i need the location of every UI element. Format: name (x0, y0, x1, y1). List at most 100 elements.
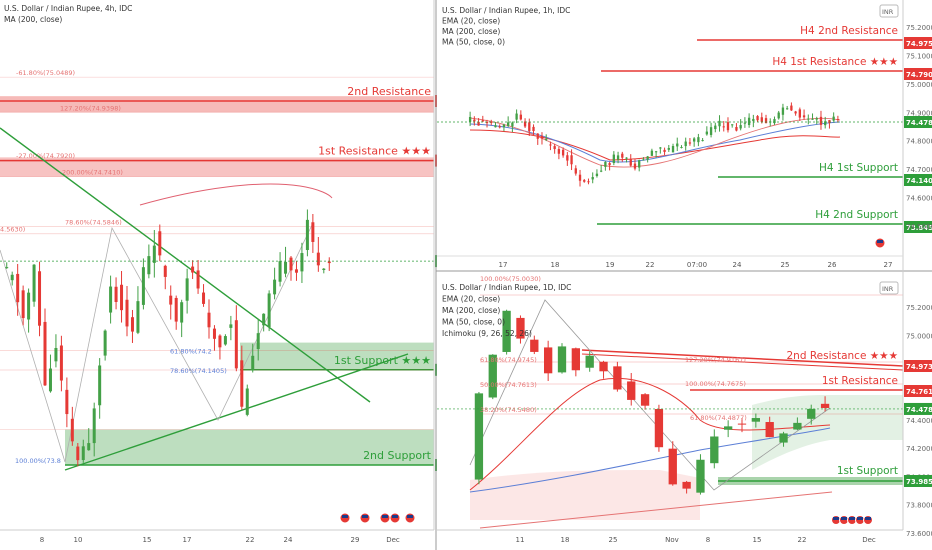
candle-body (327, 261, 331, 264)
candle-body (76, 446, 80, 461)
currency-badge (879, 4, 899, 18)
candle-body (751, 418, 760, 422)
candle-body (38, 271, 42, 326)
candle-body (794, 111, 797, 114)
candle-body (70, 418, 74, 442)
candle-body (646, 156, 649, 160)
candle-body (566, 155, 569, 161)
candle-body (87, 443, 91, 451)
candle-body (747, 117, 751, 126)
level-label: 1st Support (837, 465, 898, 477)
price-tick-label: 75.1000 (906, 52, 932, 60)
fib-label: 127.20%(74.9398) (60, 104, 121, 112)
level-value-badge-text: 74.7617 (906, 388, 932, 396)
candle-body (726, 122, 730, 131)
time-tick-label: Dec (386, 536, 400, 544)
panel-4h: U.S. Dollar / Indian Rupee, 4h, IDC MA (2… (0, 0, 469, 544)
candle-body (229, 324, 233, 328)
indicator-label: EMA (20, close) (442, 295, 500, 304)
candle-body (710, 436, 719, 464)
level-label: 2nd Resistance ★★★ (787, 350, 899, 362)
indicator-label: MA (200, close) (442, 306, 500, 315)
time-tick-label: Dec (862, 536, 876, 544)
indicator-label: Ichimoku (9, 26, 52, 26) (442, 329, 532, 338)
candle-body (202, 292, 206, 304)
candle-body (571, 348, 580, 371)
fib-label: 61.80%(74.4877) (690, 414, 747, 422)
candle-body (790, 105, 793, 111)
candle-body (490, 121, 493, 123)
candle-body (289, 257, 293, 271)
candle-body (10, 274, 14, 281)
candle-body (43, 321, 47, 386)
candle-body (212, 328, 216, 339)
candle-body (16, 273, 20, 303)
candle-body (756, 116, 759, 121)
panel-1h: U.S. Dollar / Indian Rupee, 1h, IDC EMA (… (437, 0, 932, 270)
fib-label: 78.60%(74.1405) (170, 367, 227, 375)
candle-body (506, 122, 510, 127)
time-tick-label: 29 (351, 536, 360, 544)
time-tick-label: 18 (561, 536, 570, 544)
candle-body (322, 268, 326, 270)
price-tick-label: 74.4000 (906, 417, 932, 425)
candle-body (591, 177, 594, 180)
candle-body (557, 346, 567, 373)
candle-body (488, 354, 497, 398)
candle-body (832, 116, 835, 121)
candle-body (207, 312, 211, 328)
panel-dividers (435, 0, 932, 550)
fib-label: 78.60%(74.5846) (65, 219, 122, 227)
candle-body (141, 267, 145, 305)
candle-body (781, 107, 785, 115)
level-label: 1st Resistance ★★★ (318, 145, 431, 158)
us-flag-event-icon (407, 515, 413, 518)
candle-body (836, 119, 840, 121)
candle-body (743, 122, 747, 124)
candle-body (659, 147, 662, 149)
candle-body (267, 293, 271, 328)
resistance-zone-2 (0, 96, 434, 113)
resistance-zone-1 (0, 157, 434, 177)
current-price-badge (904, 116, 932, 128)
currency-badge-text: INR (882, 285, 894, 293)
candle-body (724, 426, 733, 430)
candle-body (824, 121, 827, 126)
currency-badge-text: INR (882, 8, 894, 16)
ma50-line (469, 427, 831, 493)
us-flag-event-icon (841, 517, 847, 520)
candle-body (680, 147, 683, 149)
candle-body (697, 137, 700, 143)
candle-body (737, 423, 747, 425)
panel-title: U.S. Dollar / Indian Rupee, 1D, IDC (442, 283, 571, 292)
candle-body (553, 146, 556, 150)
candle-body (587, 181, 590, 183)
candle-body (599, 170, 603, 172)
price-tick-label: 75.0000 (906, 81, 932, 89)
candle-body (654, 151, 658, 153)
us-flag-event-icon (382, 515, 388, 518)
candle-body (811, 118, 814, 120)
time-tick-label: 15 (753, 536, 762, 544)
time-tick-label: 8 (40, 536, 44, 544)
candle-body (284, 261, 288, 274)
panel-title: U.S. Dollar / Indian Rupee, 1h, IDC (442, 6, 570, 15)
candle-body (640, 394, 650, 406)
level-value-badge (904, 174, 932, 186)
candle-body (515, 113, 518, 120)
price-tick-label: 74.8000 (906, 138, 932, 146)
candle-body (234, 320, 238, 369)
candle-body (544, 347, 553, 374)
candle-body (262, 313, 266, 326)
candle-body (473, 119, 476, 122)
price-tick-label: 75.0000 (906, 332, 932, 340)
candle-body (120, 284, 124, 311)
fib-label: 127.20%(74.9167) (685, 356, 746, 364)
indicator-label: MA (200, close) (4, 15, 62, 24)
us-flag-event-icon (833, 517, 839, 520)
time-tick-label: 24 (284, 536, 293, 544)
resistance-line-2b (581, 353, 904, 371)
us-flag-event-icon (392, 515, 398, 518)
current-price-badge-text: 74.4780 (906, 119, 932, 127)
us-flag-event-icon (362, 515, 368, 518)
